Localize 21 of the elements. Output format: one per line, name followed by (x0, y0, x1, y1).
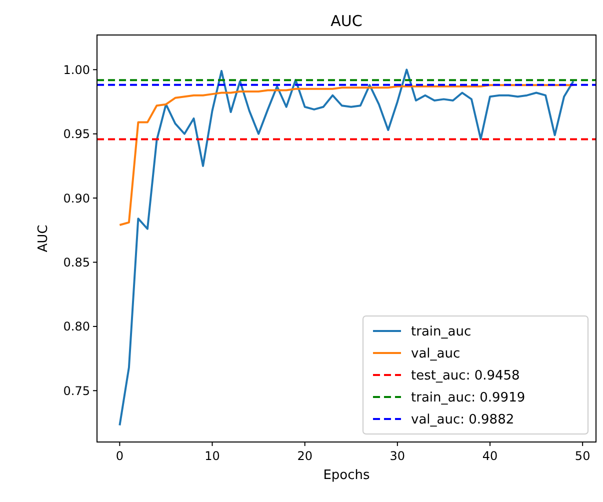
line-series (118, 68, 574, 426)
y-tick-label: 1.00 (63, 62, 90, 77)
legend-label: test_auc: 0.9458 (411, 368, 520, 384)
legend-label: train_auc (411, 324, 472, 340)
legend-label: val_auc: 0.9882 (411, 412, 514, 428)
y-tick-label: 0.85 (63, 255, 90, 270)
y-tick-label: 0.75 (63, 384, 90, 398)
x-tick-label: 20 (297, 449, 312, 463)
chart-title: AUC (330, 12, 362, 30)
x-axis-title: Epochs (323, 468, 370, 483)
y-axis-title: AUC (36, 224, 51, 252)
legend-label: train_auc: 0.9919 (411, 390, 526, 406)
x-tick-label: 50 (574, 449, 590, 463)
x-tick-label: 0 (116, 449, 124, 463)
legend-label: val_auc (411, 346, 460, 362)
x-tick-label: 10 (204, 449, 220, 463)
y-tick-label: 0.95 (63, 127, 90, 142)
x-tick-label: 30 (390, 449, 406, 463)
y-tick-label: 0.90 (63, 191, 90, 206)
y-tick-label: 0.80 (63, 320, 90, 334)
x-tick-label: 40 (482, 449, 498, 463)
